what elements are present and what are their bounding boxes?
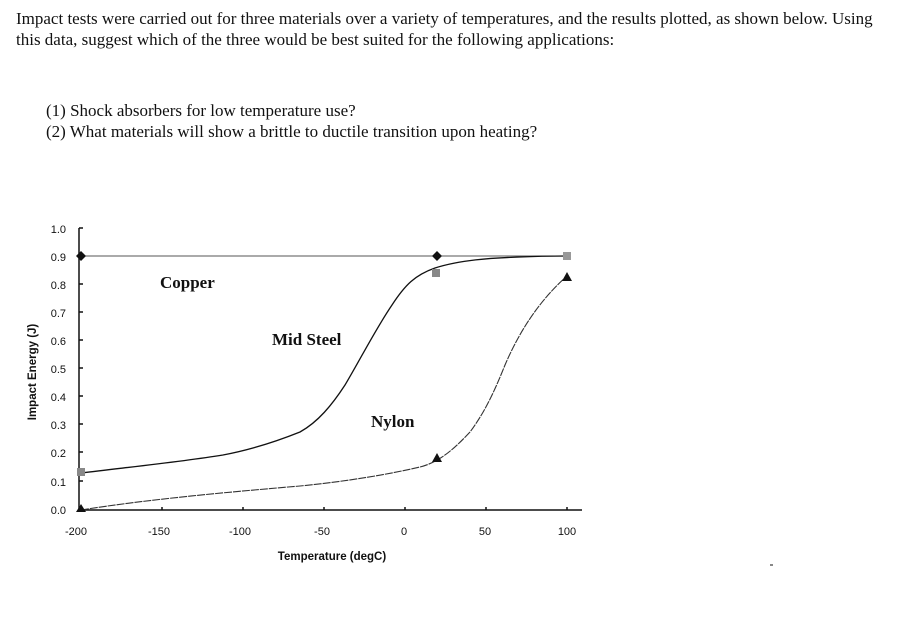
y-tick-label: 1.0 [51,224,66,236]
y-tick-label: 0.8 [51,280,66,292]
x-tick-label: 50 [479,526,491,538]
triangle-marker-icon [562,272,572,281]
x-tick-label: -100 [229,526,251,538]
question-text: Impact tests were carried out for three … [16,8,896,50]
y-tick-label: 0.7 [51,308,66,320]
square-marker-icon [563,252,571,260]
question-intro: Impact tests were carried out for three … [16,9,873,49]
x-tick-label: -200 [65,526,87,538]
y-axis-title: Impact Energy (J) [27,324,39,421]
y-tick-label: 0.0 [51,505,66,517]
series-mid-steel [77,252,571,476]
y-tick-label: 0.3 [51,420,66,432]
triangle-marker-icon [432,453,442,462]
y-tick-label: 0.5 [51,364,66,376]
series-nylon [76,272,572,512]
label-mid-steel: Mid Steel [272,330,342,349]
square-marker-icon [432,269,440,277]
scan-artifact [770,564,773,566]
triangle-marker-icon [76,504,86,512]
y-tick-label: 0.2 [51,448,66,460]
question-item-2: (2) What materials will show a brittle t… [46,122,538,141]
x-tick-label: 100 [558,526,576,538]
x-tick-label: -50 [314,526,330,538]
x-tick-label: 0 [401,526,407,538]
y-tick-label: 0.4 [51,392,66,404]
label-copper: Copper [160,273,215,292]
y-tick-label: 0.9 [51,252,66,264]
series-copper [76,251,567,261]
diamond-marker-icon [76,251,86,261]
x-axis-title: Temperature (degC) [278,551,387,563]
x-tick-labels: -200 -150 -100 -50 0 50 100 [65,526,576,538]
y-tick-label: 0.1 [51,477,66,489]
diamond-marker-icon [432,251,442,261]
y-tick-label: 0.6 [51,336,66,348]
x-tick-label: -150 [148,526,170,538]
question-item-1: (1) Shock absorbers for low temperature … [46,101,356,120]
question-items: (1) Shock absorbers for low temperature … [46,100,537,142]
y-tick-labels: 0.0 0.1 0.2 0.3 0.4 0.5 0.6 0.7 0.8 0.9 … [51,224,66,517]
label-nylon: Nylon [371,412,415,431]
square-marker-icon [77,468,85,476]
y-axis [78,227,83,510]
x-axis [79,507,582,511]
